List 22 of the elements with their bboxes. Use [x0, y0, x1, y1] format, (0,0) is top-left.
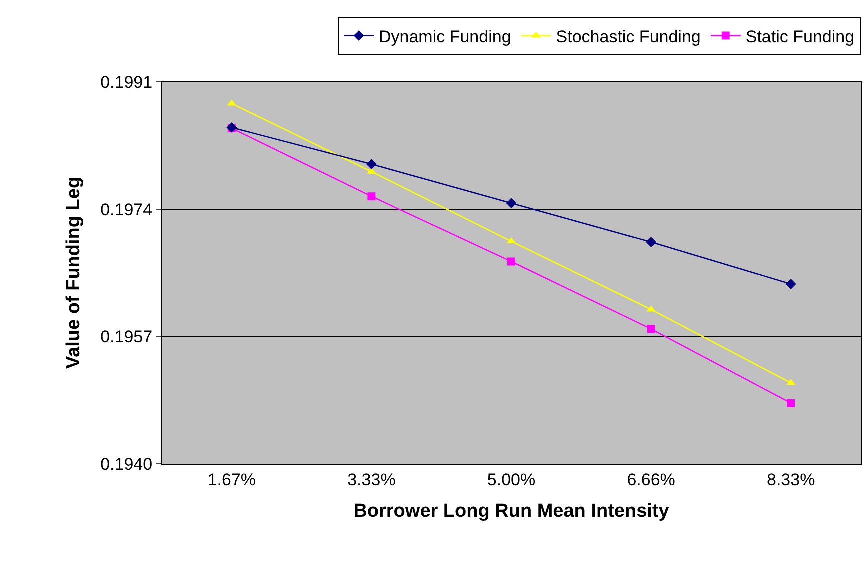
x-axis-title: Borrower Long Run Mean Intensity	[354, 501, 670, 522]
point	[647, 325, 656, 334]
y-tick-label: 0.1991	[100, 72, 153, 92]
x-tick-label: 1.67%	[208, 470, 256, 490]
y-tick-label: 0.1940	[100, 454, 153, 474]
x-tick-label: 3.33%	[348, 470, 396, 490]
point	[366, 159, 377, 170]
point	[508, 258, 516, 266]
y-tick-label: 0.1974	[100, 200, 153, 220]
y-tick-label: 0.1957	[100, 328, 153, 347]
legend-label: Stochastic Funding	[556, 27, 701, 46]
point	[646, 237, 656, 248]
x-tick-label: 8.33%	[767, 470, 816, 490]
x-tick-label: 6.66%	[627, 470, 676, 490]
point	[786, 279, 796, 290]
point	[787, 399, 796, 408]
legend-label: Dynamic Funding	[379, 27, 512, 46]
x-tick-label: 5.00%	[487, 470, 536, 490]
point	[506, 198, 517, 209]
point	[368, 192, 376, 201]
legend-label: Static Funding	[746, 27, 855, 46]
y-axis-title: Value of Funding Leg	[63, 176, 84, 370]
